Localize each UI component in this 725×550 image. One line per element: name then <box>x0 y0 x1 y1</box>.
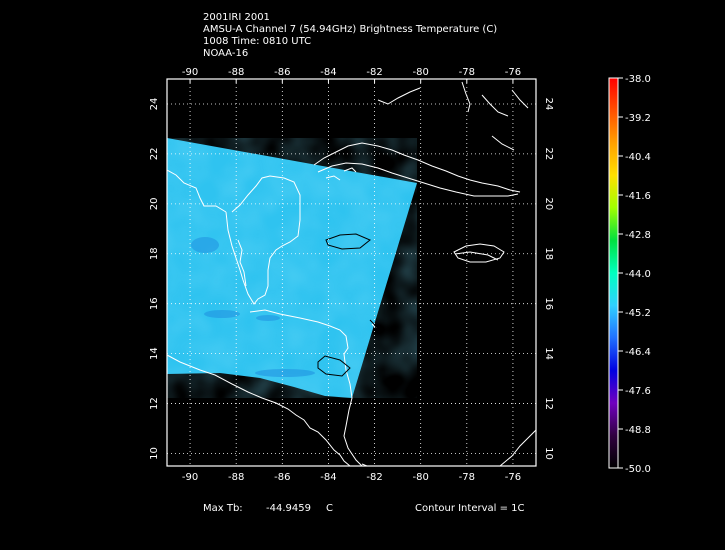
lon-label-top: -78 <box>459 67 475 78</box>
swath-texture <box>167 138 417 398</box>
coastline-bahamas-3 <box>511 89 529 109</box>
colorbar <box>608 77 619 469</box>
colorbar-tick-label: -47.6 <box>625 386 651 397</box>
title-line-satellite: NOAA-16 <box>203 48 249 59</box>
max-tb-value: -44.9459 <box>266 503 311 514</box>
lon-label-bottom: -84 <box>320 472 336 483</box>
map-frame <box>166 78 537 467</box>
colorbar-tick-label: -40.4 <box>625 152 651 163</box>
lon-label-top: -76 <box>505 67 521 78</box>
lon-label-bottom: -86 <box>274 472 290 483</box>
lat-lon-grid <box>167 79 536 466</box>
lat-label-left: 16 <box>149 297 160 310</box>
lon-label-top: -90 <box>182 67 198 78</box>
lat-label-right: 10 <box>543 447 554 460</box>
colorbar-tick-label: -48.8 <box>625 425 651 436</box>
colorbar-tick-label: -46.4 <box>625 347 651 358</box>
colorbar-tick-label: -45.2 <box>625 308 651 319</box>
lat-label-left: 18 <box>149 247 160 260</box>
contour-honduras-coast <box>317 355 351 377</box>
lon-label-bottom: -76 <box>505 472 521 483</box>
coastline-central-america <box>167 354 351 466</box>
coastlines <box>167 81 536 466</box>
coastline-bahamas-2 <box>481 94 509 117</box>
lat-label-left: 24 <box>149 98 160 111</box>
lon-label-top: -82 <box>366 67 382 78</box>
lon-label-bottom: -90 <box>182 472 198 483</box>
lon-label-top: -84 <box>320 67 336 78</box>
lon-label-top: -80 <box>413 67 429 78</box>
swath-dark-patches <box>191 237 315 377</box>
lat-label-left: 20 <box>149 197 160 210</box>
title-line-channel: AMSU-A Channel 7 (54.94GHz) Brightness T… <box>203 24 498 35</box>
map-area <box>167 79 536 466</box>
lon-label-bottom: -80 <box>413 472 429 483</box>
coastline-cuba-south <box>317 162 519 197</box>
lat-label-left: 22 <box>149 148 160 161</box>
contour-caribbean <box>325 233 371 250</box>
coastline-bahamas-1 <box>461 81 471 113</box>
plot-title: 2001IRI 2001 AMSU-A Channel 7 (54.94GHz)… <box>203 12 497 60</box>
colorbar-tick-label: -50.0 <box>625 464 651 475</box>
coastline-cuba <box>313 142 521 193</box>
coastline-isla-juventud <box>325 175 341 181</box>
lat-label-left: 12 <box>149 397 160 410</box>
lat-label-left: 14 <box>149 347 160 360</box>
colorbar-tick-label: -41.6 <box>625 191 651 202</box>
colorbar-tick-label: -44.0 <box>625 269 651 280</box>
coastline-florida-keys <box>377 87 421 105</box>
lat-label-right: 14 <box>543 347 554 360</box>
contour-edge <box>369 319 377 333</box>
lon-labels-bottom: -90 -88 -86 -84 -82 -80 -78 -76 <box>182 472 521 483</box>
max-tb-unit: C <box>326 503 333 514</box>
coastline-belize <box>237 239 247 287</box>
lat-label-right: 24 <box>543 98 554 111</box>
lon-label-bottom: -78 <box>459 472 475 483</box>
lat-labels-right: 10 12 14 16 18 20 22 24 <box>543 98 554 460</box>
coastline-mexico-gulf <box>167 169 227 213</box>
lat-label-right: 16 <box>543 297 554 310</box>
lat-label-right: 22 <box>543 148 554 161</box>
lat-label-left: 10 <box>149 447 160 460</box>
colorbar-tick-label: -42.8 <box>625 230 651 241</box>
coastline-nicaragua <box>343 353 363 466</box>
coastline-panama <box>361 463 369 466</box>
coastline-cayman <box>343 167 357 173</box>
title-line-time: 1008 Time: 0810 UTC <box>203 36 312 47</box>
coastline-bahamas-4 <box>491 135 515 151</box>
coastline-colombia <box>499 429 536 466</box>
lon-label-bottom: -88 <box>228 472 244 483</box>
lat-label-right: 12 <box>543 397 554 410</box>
contours <box>317 233 377 377</box>
contour-interval: Contour Interval = 1C <box>415 503 525 514</box>
max-tb-label: Max Tb: <box>203 503 243 514</box>
coastline-hispaniola <box>453 243 505 263</box>
colorbar-tick-label: -38.0 <box>625 74 651 85</box>
lat-label-right: 18 <box>543 247 554 260</box>
lon-label-top: -86 <box>274 67 290 78</box>
lon-label-bottom: -82 <box>366 472 382 483</box>
coastline-honduras <box>249 309 349 355</box>
colorbar-labels: -38.0 -39.2 -40.4 -41.6 -42.8 -44.0 -45.2 -46.4… <box>618 74 651 475</box>
lon-label-top: -88 <box>228 67 244 78</box>
title-line-storm: 2001IRI 2001 <box>203 12 270 23</box>
coastline-yucatan <box>225 175 301 305</box>
lat-label-right: 20 <box>543 197 554 210</box>
lat-labels-left: 10 12 14 16 18 20 22 24 <box>149 98 160 460</box>
lon-labels-top: -90 -88 -86 -84 -82 -80 -78 -76 <box>182 67 521 78</box>
colorbar-tick-label: -39.2 <box>625 113 651 124</box>
